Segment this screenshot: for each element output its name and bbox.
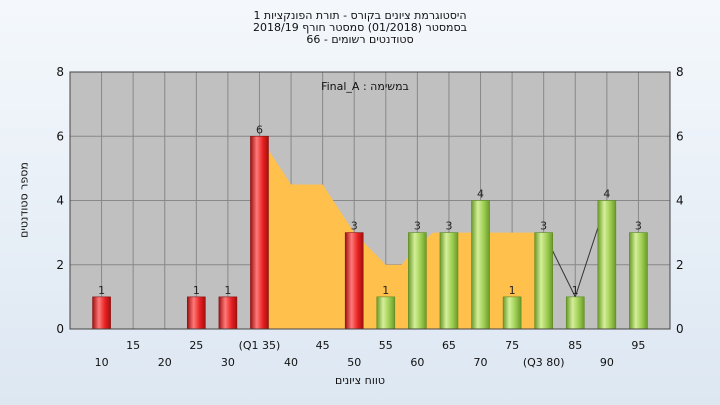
x-tick-label: 25: [189, 339, 203, 352]
bar: [597, 200, 617, 330]
bar: [502, 296, 522, 330]
bar: [629, 232, 648, 330]
bar: [187, 296, 206, 330]
bar-value-label: 1: [572, 284, 579, 297]
bar-value-label: 1: [382, 284, 389, 297]
y-tick-label-right: 8: [676, 65, 684, 79]
x-tick-label: 60: [410, 356, 424, 369]
bar: [344, 232, 364, 330]
bar-value-label: 3: [414, 220, 421, 233]
bar: [92, 296, 111, 330]
plot-border: [69, 71, 671, 330]
bar: [534, 232, 553, 330]
y-axis-label: מספר סטודנטים: [17, 162, 31, 238]
x-tick-label: 85: [568, 339, 582, 352]
y-tick-label-right: 6: [676, 129, 684, 143]
y-tick-label-right: 2: [676, 258, 684, 272]
bar: [565, 296, 585, 330]
bar-value-label: 3: [445, 220, 452, 233]
x-tick-label: 75: [505, 339, 519, 352]
bar-value-label: 4: [477, 188, 484, 201]
y-tick-label-right: 0: [676, 322, 684, 336]
x-tick-label: 95: [631, 339, 645, 352]
x-axis-label: טווח ציונים: [335, 374, 385, 387]
x-tick-label: 65: [442, 339, 456, 352]
bar-value-label: 3: [635, 220, 642, 233]
x-tick-label: (Q3 80): [523, 356, 565, 369]
bar: [471, 200, 490, 330]
bar-value-label: 3: [351, 220, 358, 233]
x-tick-label: 15: [126, 339, 140, 352]
y-tick-label-left: 4: [56, 194, 64, 208]
x-tick-label: 55: [379, 339, 393, 352]
x-tick-label: 10: [95, 356, 109, 369]
x-tick-label: 45: [316, 339, 330, 352]
bar-value-label: 1: [193, 284, 200, 297]
bar-value-label: 6: [256, 123, 263, 136]
bar-value-label: 1: [509, 284, 516, 297]
x-tick-label: 70: [474, 356, 488, 369]
chart-title: היסטוגרמת ציונים בקורס - תורת הפונקציות …: [0, 10, 720, 46]
x-tick-label: 30: [221, 356, 235, 369]
title-line-1: היסטוגרמת ציונים בקורס - תורת הפונקציות …: [253, 9, 467, 22]
bar: [408, 232, 427, 330]
x-tick-label: (Q1 35): [239, 339, 281, 352]
y-tick-label-left: 8: [56, 65, 64, 79]
bar: [218, 296, 238, 330]
bar-value-label: 1: [98, 284, 105, 297]
bar-value-label: 4: [603, 188, 610, 201]
bar: [439, 232, 459, 330]
bar: [376, 296, 396, 330]
annotation-label: במשימה : Final_A: [321, 80, 409, 93]
bar: [250, 135, 269, 330]
bar-value-label: 3: [540, 220, 547, 233]
x-tick-label: 50: [347, 356, 361, 369]
y-tick-label-left: 0: [56, 322, 64, 336]
y-tick-label-right: 4: [676, 194, 684, 208]
title-line-3: סטודנטים רשומים - 66: [306, 33, 414, 46]
x-tick-label: 20: [158, 356, 172, 369]
y-tick-label-left: 2: [56, 258, 64, 272]
bar-value-label: 1: [224, 284, 231, 297]
x-tick-label: 40: [284, 356, 298, 369]
x-tick-label: 90: [600, 356, 614, 369]
title-line-2: בסמסטר (01/2018) סמסטר חורף 2018/19: [253, 21, 467, 34]
y-tick-label-left: 6: [56, 129, 64, 143]
